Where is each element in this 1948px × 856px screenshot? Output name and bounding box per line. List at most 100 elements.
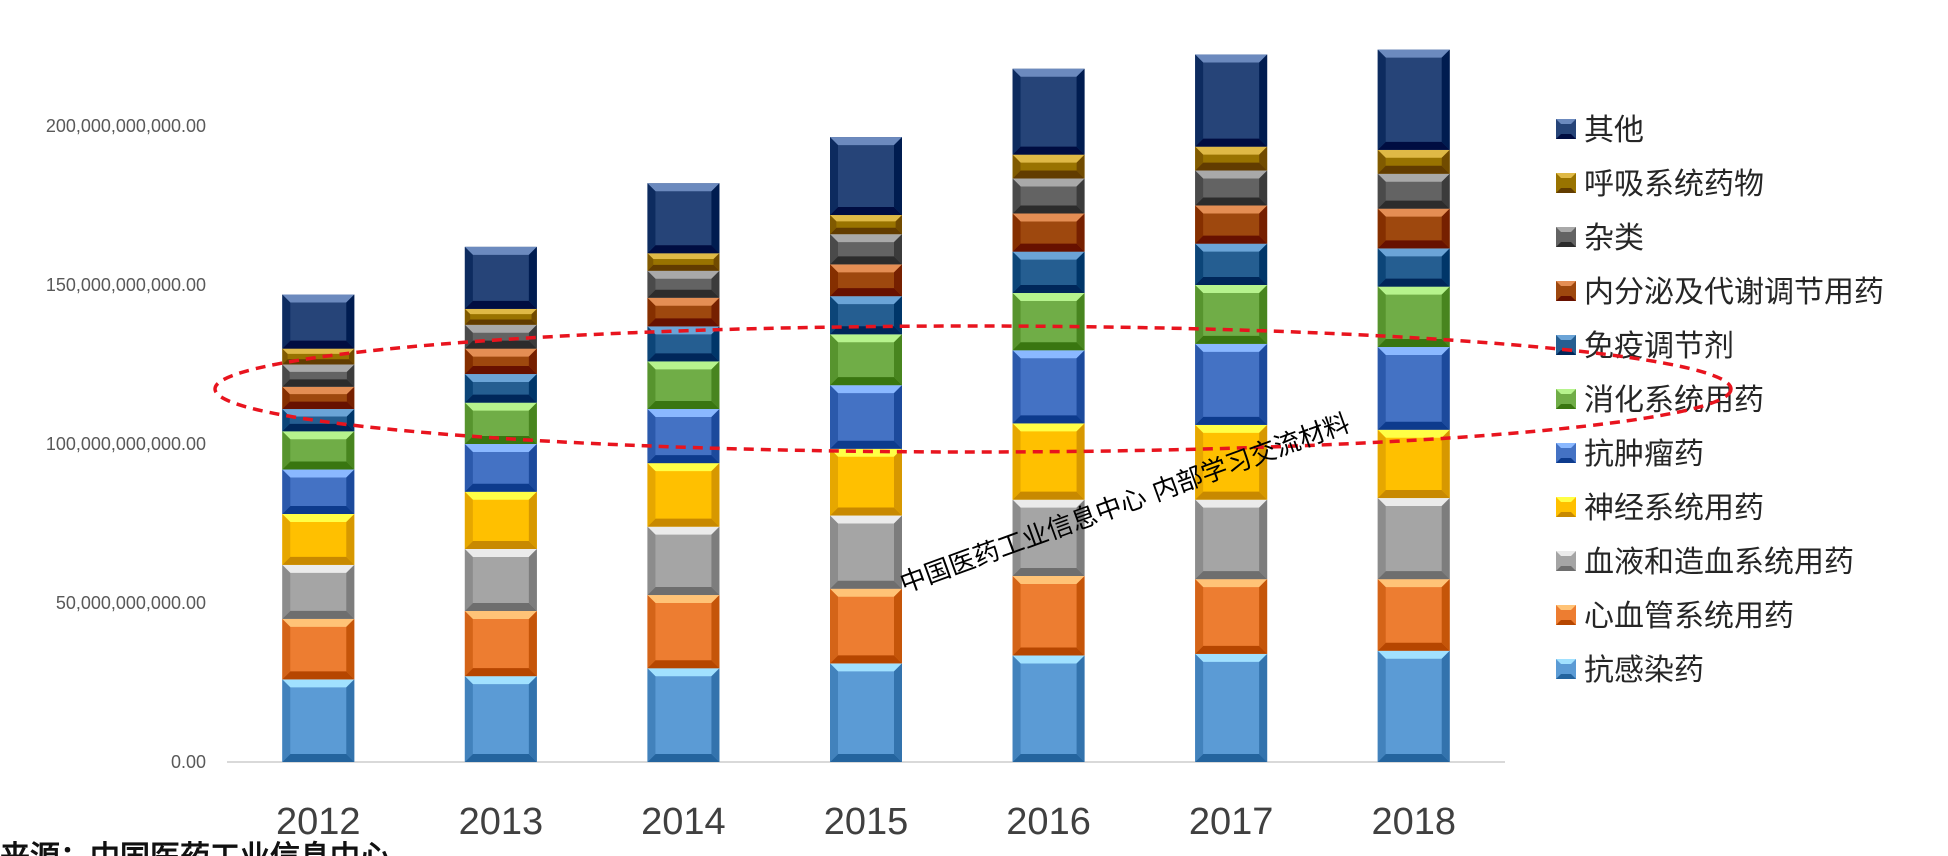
legend-item: 免疫调节剂 [1556,329,1734,364]
bar-segment [647,361,720,410]
x-tick-label: 2018 [1371,801,1456,843]
bar-segment [1012,154,1085,179]
bar-segment [282,513,355,565]
bar-segment [1377,498,1450,580]
bar-segment [1195,499,1268,580]
bar-segment [1195,146,1268,171]
bar-segment [464,610,537,677]
y-tick-label: 200,000,000,000.00 [46,116,206,136]
legend-label: 内分泌及代谢调节用药 [1584,275,1884,310]
bar-segment [647,409,720,464]
legend-item: 呼吸系统药物 [1556,167,1764,202]
bar-segment [282,364,355,387]
bar-segment [1012,292,1085,351]
bar-segment [647,253,720,271]
bar-segment [1012,350,1085,424]
highlight-ellipse-annotation [213,324,1733,454]
bar-segment [282,294,355,349]
bar-segment [1012,423,1085,500]
bar-segment [830,215,902,235]
bar-segment [830,588,902,664]
bar-segment [647,270,720,298]
bar-segment [1195,579,1268,654]
legend-label: 抗肿瘤药 [1584,437,1704,472]
source-note: 来源：中国医药工业信息中心 [0,838,390,856]
bar-segment [830,264,902,297]
bar-segment [1377,149,1450,174]
bar-segment [1012,178,1085,214]
bar-segment [282,679,355,762]
bar-segment [1012,655,1085,762]
bar-segment [282,469,355,514]
y-tick-label: 100,000,000,000.00 [46,434,206,454]
bars-group [282,49,1450,762]
bar-segment [1012,251,1085,293]
legend-item: 内分泌及代谢调节用药 [1556,275,1884,310]
legend-label: 呼吸系统药物 [1584,167,1764,202]
bar-segment [1377,208,1450,249]
bar-segment [647,595,720,669]
watermark-text: 中国医药工业信息中心 内部学习交流材料 [896,408,1354,599]
legend: 其他呼吸系统药物杂类内分泌及代谢调节用药免疫调节剂消化系统用药抗肿瘤药神经系统用… [1556,113,1884,688]
legend-item: 血液和造血系统用药 [1556,545,1854,580]
legend-item: 心血管系统用药 [1556,599,1794,634]
bar-segment [830,448,902,516]
legend-item: 抗肿瘤药 [1556,437,1704,472]
bar-segment [1195,285,1268,344]
bar-segment [464,491,537,549]
bar-segment [647,297,720,327]
legend-label: 心血管系统用药 [1584,599,1794,634]
bar-segment [1195,170,1268,206]
bar-segment [464,676,537,762]
x-tick-label: 2016 [1006,801,1091,843]
legend-item: 神经系统用药 [1556,491,1764,526]
bar-segment [282,564,355,619]
bar-segment [647,183,720,254]
legend-label: 血液和造血系统用药 [1584,545,1854,580]
bar-segment [1195,54,1268,147]
bar-segment [1195,243,1268,285]
x-tick-label: 2012 [276,801,361,843]
legend-label: 免疫调节剂 [1584,329,1734,364]
bar-segment [647,463,720,527]
bar-segment [1195,653,1268,762]
legend-item: 其他 [1556,113,1644,148]
bar-segment [1012,213,1085,252]
bar-segment [1377,173,1450,209]
y-tick-label: 150,000,000,000.00 [46,275,206,295]
legend-item: 消化系统用药 [1556,383,1764,418]
bar-segment [464,548,537,611]
bar-segment [830,385,902,449]
bar-segment [1012,68,1085,155]
bar-segment [464,308,537,325]
x-tick-label: 2015 [824,801,909,843]
bar-segment [282,618,355,680]
legend-item: 杂类 [1556,221,1644,256]
x-axis: 2012 2013 2014 2015 2016 2017 2018 [276,801,1456,843]
y-axis: 0.00 50,000,000,000.00 100,000,000,000.00 1… [46,116,206,772]
bar-segment [830,234,902,265]
x-tick-label: 2017 [1189,801,1274,843]
legend-label: 杂类 [1584,221,1644,256]
bar-segment [830,334,902,386]
bar-segment [1377,286,1450,348]
y-tick-label: 0.00 [171,752,206,772]
bar-segment [282,348,355,365]
bar-segment [1377,347,1450,430]
bar-segment [282,431,355,470]
bar-segment [282,409,355,432]
bar-segment [1377,49,1450,150]
bar-segment [1377,650,1450,762]
bar-segment [464,444,537,492]
bar-segment [1377,579,1450,651]
y-tick-label: 50,000,000,000.00 [56,593,206,613]
legend-label: 神经系统用药 [1584,491,1764,526]
bar-segment [647,668,720,762]
x-tick-label: 2014 [641,801,726,843]
bar-segment [464,246,537,309]
bar-segment [464,374,537,403]
bar-segment [1195,424,1268,500]
bar-segment [830,515,902,589]
bar-segment [1012,499,1085,576]
